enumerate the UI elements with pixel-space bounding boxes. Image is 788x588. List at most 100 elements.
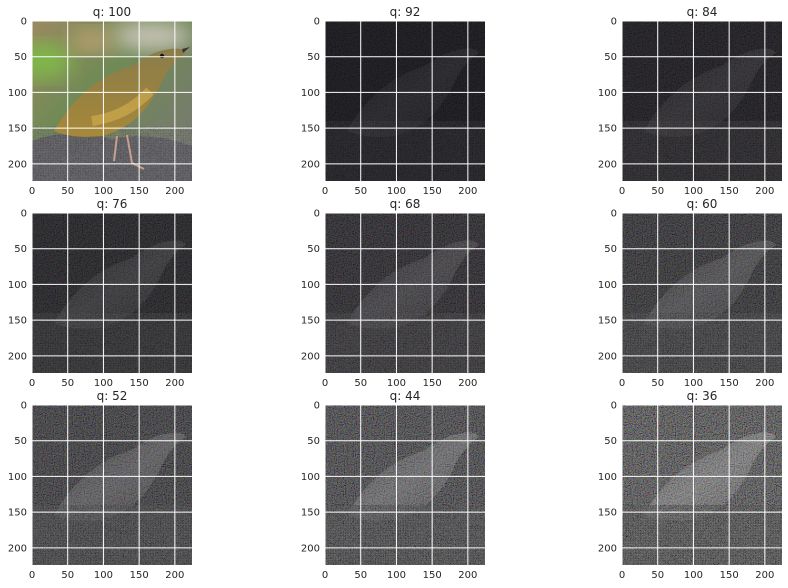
panel-title: q: 68: [390, 197, 421, 211]
y-tick-label: 200: [8, 159, 27, 170]
x-tick-label: 150: [720, 570, 739, 581]
y-tick-label: 50: [14, 436, 27, 447]
x-tick-label: 150: [720, 378, 739, 389]
panel-axes: 0 50 100 150 200 0 50 100 150 200: [598, 209, 782, 389]
x-tick-label: 0: [322, 570, 328, 581]
x-tick-label: 150: [423, 378, 442, 389]
y-tick-label: 100: [301, 280, 320, 291]
y-tick-label: 100: [301, 472, 320, 483]
panel-title: q: 60: [687, 197, 718, 211]
x-tick-label: 200: [755, 186, 774, 197]
panel-title: q: 44: [390, 389, 421, 403]
y-tick-label: 0: [611, 401, 617, 412]
y-tick-label: 100: [598, 280, 617, 291]
y-tick-label: 50: [307, 244, 320, 255]
panel-title: q: 84: [687, 5, 718, 19]
x-tick-label: 150: [130, 186, 149, 197]
y-tick-label: 100: [301, 88, 320, 99]
y-tick-label: 50: [604, 52, 617, 63]
x-tick-label: 0: [29, 570, 35, 581]
x-tick-label: 150: [130, 378, 149, 389]
x-tick-label: 200: [458, 186, 477, 197]
y-tick-label: 100: [8, 280, 27, 291]
x-tick-label: 0: [619, 570, 625, 581]
panel-image: [32, 21, 192, 181]
y-tick-label: 150: [598, 124, 617, 135]
y-tick-label: 100: [598, 472, 617, 483]
y-tick-label: 50: [307, 436, 320, 447]
panel-image: [622, 405, 782, 565]
y-tick-label: 0: [314, 17, 320, 28]
y-tick-label: 0: [314, 401, 320, 412]
x-tick-label: 0: [619, 186, 625, 197]
x-tick-label: 100: [387, 570, 406, 581]
panel-axes: 0 50 100 150 200 0 50 100 150 200: [8, 209, 192, 389]
y-tick-label: 50: [307, 52, 320, 63]
panel-image: [32, 213, 192, 373]
x-tick-label: 100: [94, 570, 113, 581]
y-tick-label: 200: [598, 543, 617, 554]
panel-image: [622, 21, 782, 181]
panel-title: q: 76: [97, 197, 128, 211]
panel: q: 76 0 50 100 150 200 0 50 100 150 200: [8, 197, 192, 389]
x-tick-label: 0: [29, 378, 35, 389]
panel: q: 92 0 50 100 150 200 0 50 100 150 200: [301, 5, 485, 197]
panel-axes: 0 50 100 150 200 0 50 100 150 200: [301, 209, 485, 389]
x-tick-label: 50: [354, 570, 367, 581]
y-tick-label: 200: [301, 159, 320, 170]
y-tick-label: 200: [301, 543, 320, 554]
panel: q: 84 0 50 100 150 200 0 50 100 150 200: [598, 5, 782, 197]
x-tick-label: 100: [387, 378, 406, 389]
y-tick-label: 100: [8, 472, 27, 483]
panel-axes: 0 50 100 150 200 0 50 100 150 200: [598, 401, 782, 581]
x-tick-label: 50: [651, 186, 664, 197]
panel-image: [325, 21, 485, 181]
y-tick-label: 0: [21, 17, 27, 28]
y-tick-label: 200: [8, 351, 27, 362]
y-tick-label: 0: [611, 209, 617, 220]
panel: q: 36 0 50 100 150 200 0 50 100 150 200: [598, 389, 782, 581]
x-tick-label: 150: [720, 186, 739, 197]
y-tick-label: 150: [8, 316, 27, 327]
x-tick-label: 100: [684, 186, 703, 197]
x-tick-label: 200: [165, 570, 184, 581]
x-tick-label: 200: [165, 378, 184, 389]
panel-axes: 0 50 100 150 200 0 50 100 150 200: [301, 17, 485, 197]
panel: q: 68 0 50 100 150 200 0 50 100 150 200: [301, 197, 485, 389]
panel-image: [622, 213, 782, 373]
x-tick-label: 100: [387, 186, 406, 197]
panel-axes: 0 50 100 150 200 0 50 100 150 200: [598, 17, 782, 197]
y-tick-label: 200: [301, 351, 320, 362]
x-tick-label: 100: [684, 570, 703, 581]
x-tick-label: 100: [94, 378, 113, 389]
x-tick-label: 150: [130, 570, 149, 581]
panel-axes: 0 50 100 150 200 0 50 100 150 200: [301, 401, 485, 581]
y-tick-label: 150: [301, 124, 320, 135]
x-tick-label: 0: [619, 378, 625, 389]
x-tick-label: 50: [651, 378, 664, 389]
x-tick-label: 200: [755, 378, 774, 389]
x-tick-label: 100: [684, 378, 703, 389]
x-tick-label: 50: [61, 570, 74, 581]
x-tick-label: 50: [61, 378, 74, 389]
panel-grid: q: 100 0 50 100 150 200 0 50 100 150 200 q: 92 0 50 10…: [8, 5, 782, 581]
y-tick-label: 200: [598, 351, 617, 362]
y-tick-label: 200: [598, 159, 617, 170]
panel: q: 100 0 50 100 150 200 0 50 100 150 200: [8, 5, 192, 197]
y-tick-label: 0: [21, 401, 27, 412]
y-tick-label: 0: [611, 17, 617, 28]
panel-image: [325, 213, 485, 373]
x-tick-label: 0: [322, 186, 328, 197]
x-tick-label: 100: [94, 186, 113, 197]
panel-title: q: 52: [97, 389, 128, 403]
y-tick-label: 150: [598, 508, 617, 519]
panel-title: q: 92: [390, 5, 421, 19]
x-tick-label: 200: [458, 378, 477, 389]
y-tick-label: 0: [21, 209, 27, 220]
panel: q: 60 0 50 100 150 200 0 50 100 150 200: [598, 197, 782, 389]
x-tick-label: 200: [165, 186, 184, 197]
y-tick-label: 50: [14, 52, 27, 63]
y-tick-label: 150: [598, 316, 617, 327]
panel-title: q: 36: [687, 389, 718, 403]
